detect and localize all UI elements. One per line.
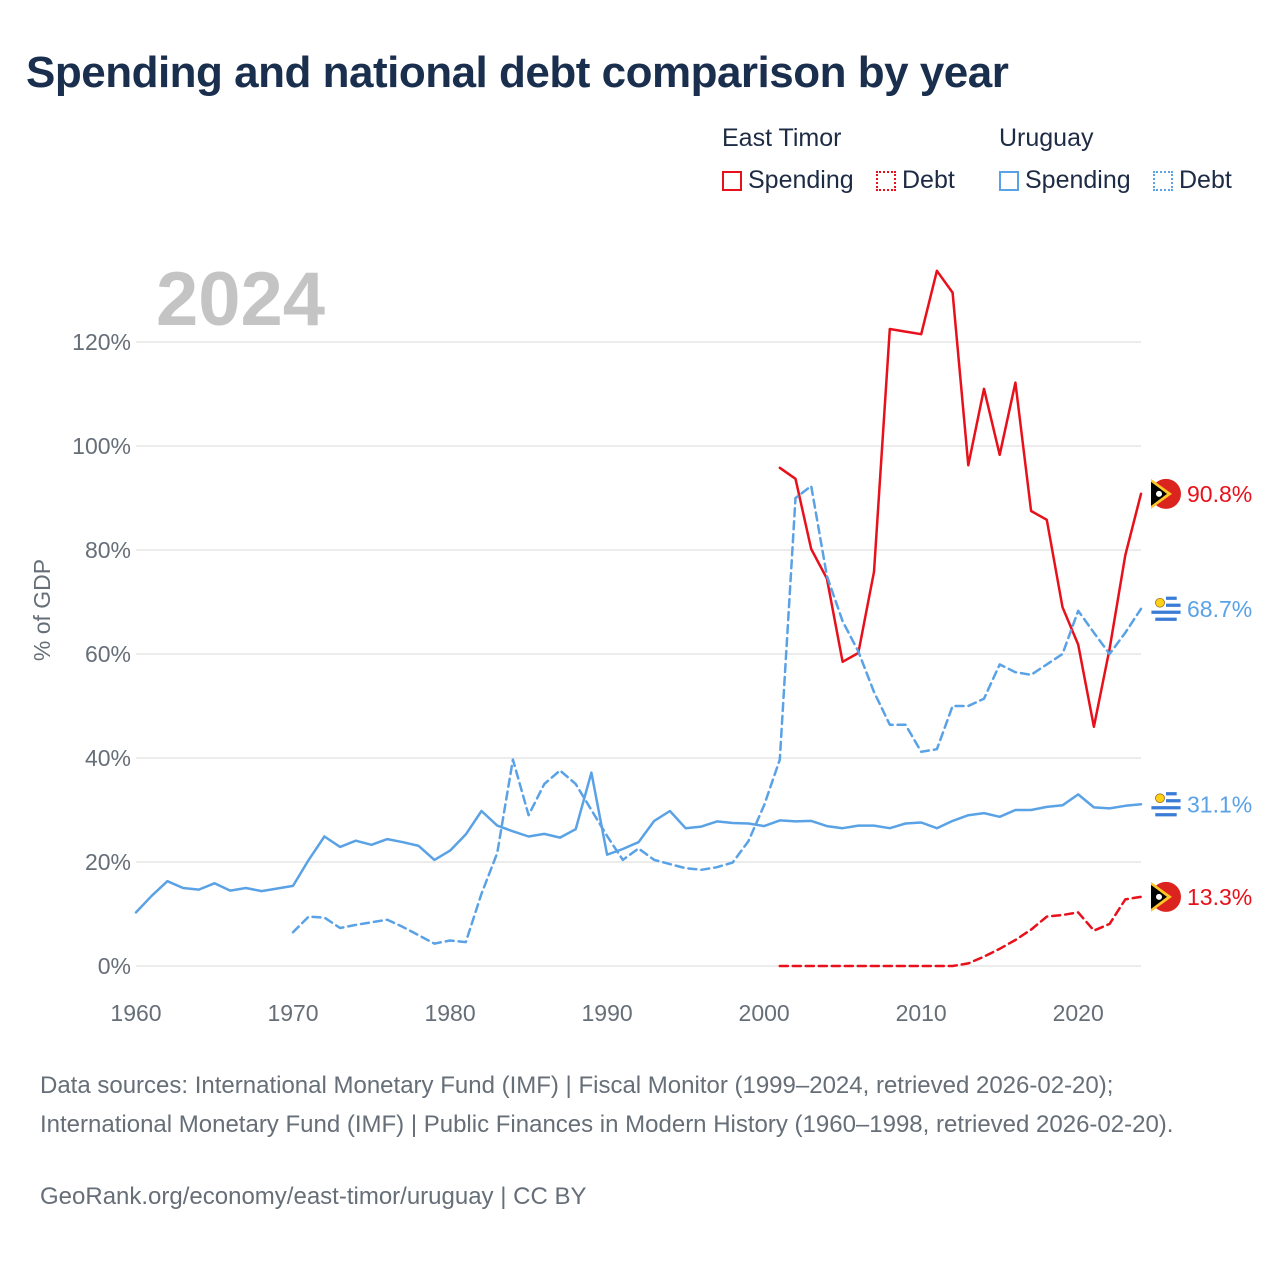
- series-line-east-timor-debt[interactable]: [778, 895, 1143, 968]
- east-timor-flag-icon: [1150, 478, 1182, 509]
- y-axis-label: % of GDP: [29, 559, 55, 661]
- y-tick-label: 20%: [85, 849, 131, 875]
- y-tick-label: 120%: [72, 329, 131, 355]
- year-label: 2024: [156, 257, 326, 342]
- line-chart: 0% 20% 40% 60% 80% 100% 120% 1960 1970 1980 1990 2…: [29, 269, 1252, 1026]
- x-axis-ticks: 1960 1970 1980 1990 2000 2010 2020: [110, 1000, 1103, 1026]
- legend-label: Spending: [1025, 166, 1131, 194]
- end-value-label: 68.7%: [1187, 596, 1252, 622]
- legend-item-uruguay-spending[interactable]: Spending: [999, 166, 1131, 195]
- x-tick-label: 1960: [110, 1000, 161, 1026]
- end-value-label: 31.1%: [1187, 791, 1252, 817]
- legend-item-uruguay-debt[interactable]: Debt: [1153, 166, 1232, 195]
- legend: East Timor Spending Debt Uruguay Spendin…: [0, 0, 1280, 210]
- legend-group-uruguay: Uruguay: [999, 124, 1094, 152]
- x-tick-label: 2010: [896, 1000, 947, 1026]
- y-tick-label: 40%: [85, 745, 131, 771]
- series-line-uruguay-debt[interactable]: [291, 484, 1143, 945]
- y-tick-label: 100%: [72, 433, 131, 459]
- legend-label: Debt: [902, 166, 955, 194]
- legend-swatch-dotted-icon: [1153, 171, 1173, 191]
- legend-label: Debt: [1179, 166, 1232, 194]
- x-tick-label: 1990: [582, 1000, 633, 1026]
- end-value-label: 90.8%: [1187, 481, 1252, 507]
- legend-group-east-timor: East Timor: [722, 124, 842, 152]
- uruguay-flag-icon: [1151, 593, 1181, 624]
- x-tick-label: 2000: [739, 1000, 790, 1026]
- y-tick-label: 0%: [98, 953, 131, 979]
- series-line-east-timor-spending[interactable]: [778, 269, 1143, 729]
- y-tick-label: 80%: [85, 537, 131, 563]
- legend-swatch-solid-icon: [722, 171, 742, 191]
- y-tick-label: 60%: [85, 641, 131, 667]
- end-labels: 90.8% 13.3% 31.1% 68.7%: [1150, 478, 1252, 912]
- y-axis-ticks: 0% 20% 40% 60% 80% 100% 120%: [72, 329, 131, 979]
- data-sources: Data sources: International Monetary Fun…: [40, 1072, 1174, 1138]
- end-value-label: 13.3%: [1187, 884, 1252, 910]
- legend-item-east-timor-spending[interactable]: Spending: [722, 166, 854, 195]
- series-lines: [134, 269, 1143, 968]
- uruguay-flag-icon: [1151, 789, 1181, 820]
- legend-swatch-dotted-icon: [876, 171, 896, 191]
- x-tick-label: 2020: [1053, 1000, 1104, 1026]
- x-tick-label: 1980: [424, 1000, 475, 1026]
- legend-swatch-solid-icon: [999, 171, 1019, 191]
- x-tick-label: 1970: [267, 1000, 318, 1026]
- legend-item-east-timor-debt[interactable]: Debt: [876, 166, 955, 195]
- credit-link[interactable]: GeoRank.org/economy/east-timor/uruguay |…: [40, 1183, 587, 1210]
- legend-label: Spending: [748, 166, 854, 194]
- grid-lines: [136, 341, 1141, 967]
- chart-title: Spending and national debt comparison by…: [26, 48, 1009, 97]
- series-line-uruguay-spending[interactable]: [134, 771, 1143, 914]
- east-timor-flag-icon: [1150, 881, 1182, 912]
